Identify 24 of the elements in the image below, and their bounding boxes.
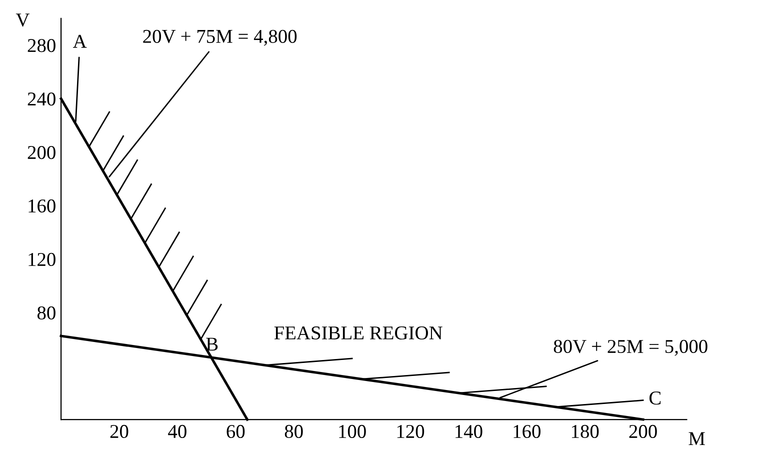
- y-tick-label: 80: [37, 306, 56, 320]
- x-tick-label: 140: [456, 424, 482, 438]
- x-tick-label: 100: [339, 424, 366, 438]
- y-tick-label: 240: [28, 92, 56, 106]
- x-tick-label: 200: [629, 424, 657, 438]
- y-tick-label: 160: [28, 199, 56, 213]
- y-tick-label: 120: [28, 252, 56, 266]
- x-axis-title: M: [688, 432, 705, 446]
- x-tick-label: 180: [572, 424, 599, 438]
- x-tick-label: 40: [168, 424, 186, 438]
- annotation: FEASIBLE REGION: [274, 326, 442, 340]
- annotation: C: [649, 392, 661, 405]
- y-tick-label: 280: [28, 38, 56, 52]
- x-tick-label: 60: [226, 424, 245, 438]
- x-tick-label: 120: [397, 424, 424, 438]
- annotation: A: [73, 34, 87, 48]
- y-tick-label: 200: [28, 146, 56, 160]
- annotation: B: [206, 338, 218, 351]
- x-tick-label: 20: [110, 424, 128, 438]
- x-tick-label: 160: [514, 424, 540, 438]
- annotation: 20V + 75M = 4,800: [143, 30, 297, 46]
- y-axis-title: V: [16, 14, 30, 27]
- annotation: 80V + 25M = 5,000: [554, 340, 708, 356]
- x-tick-label: 80: [284, 424, 303, 438]
